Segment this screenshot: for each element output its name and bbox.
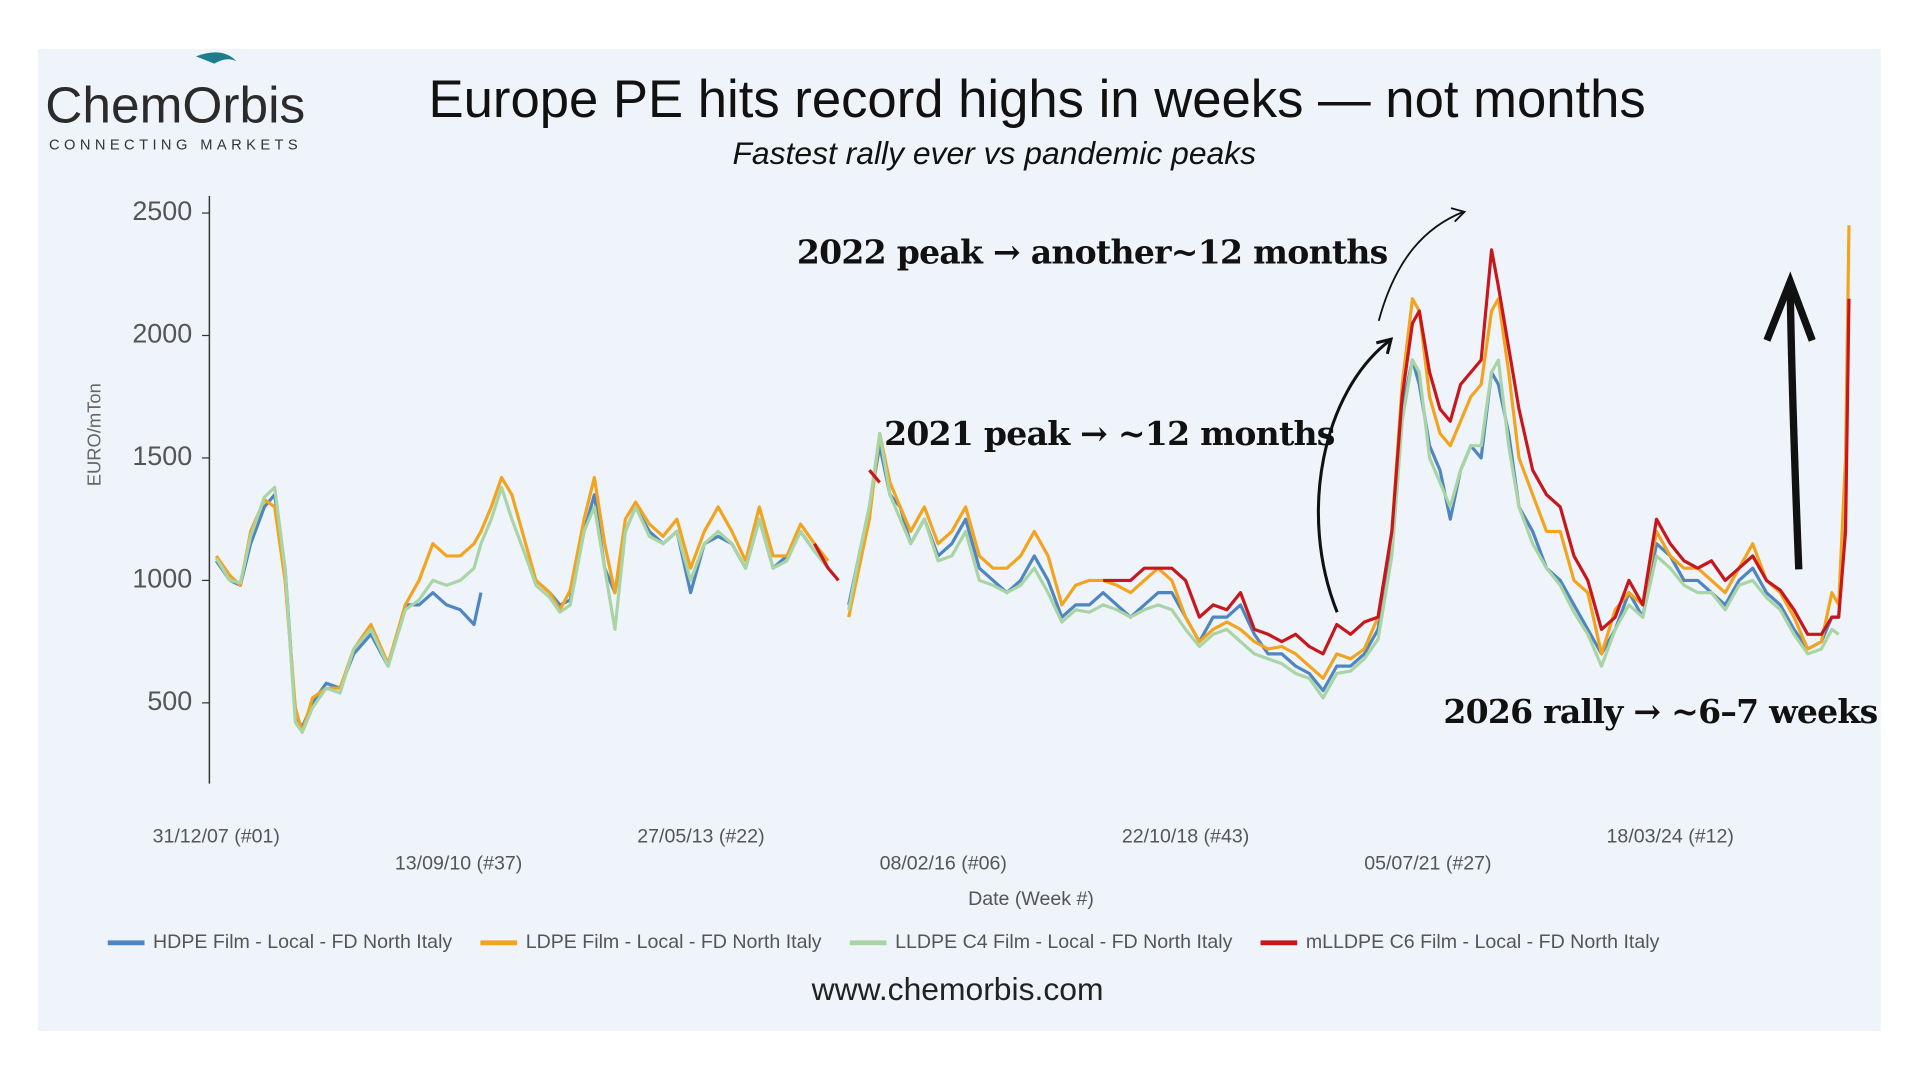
y-tick-label: 2500 [132,196,192,226]
legend-label: LLDPE C4 Film - Local - FD North Italy [895,931,1232,953]
logo-name: ChemOrbis [45,76,305,134]
arrow-2022-head [1450,207,1467,223]
y-tick-label: 500 [147,686,192,716]
x-tick-label: 08/02/16 (#06) [880,853,1007,875]
x-tick-label: 13/09/10 (#37) [395,853,522,875]
logo-swoosh [195,52,237,64]
y-tick-label: 1500 [132,441,192,471]
x-tick-label: 27/05/13 (#22) [637,826,764,848]
legend-label: HDPE Film - Local - FD North Italy [153,931,452,953]
annotation: 2021 peak → ~12 months [884,414,1335,453]
arrow-2026 [1786,287,1803,570]
annotation: 2026 rally → ~6–7 weeks [1443,692,1877,731]
chart-subtitle: Fastest rally ever vs pandemic peaks [732,135,1256,171]
series-line [813,248,1851,656]
logo-tagline: CONNECTING MARKETS [49,138,302,154]
y-axis-title: EURO/mTon [83,383,104,486]
series-line [214,358,1840,734]
x-tick-label: 18/03/24 (#12) [1607,826,1734,848]
x-tick-label: 22/10/18 (#43) [1122,826,1249,848]
y-tick-label: 1000 [132,564,192,594]
chart-title: Europe PE hits record highs in weeks — n… [429,70,1646,129]
arrow-2022 [1377,210,1464,322]
arrow-2021 [1316,339,1391,613]
footer-url: www.chemorbis.com [811,971,1104,1007]
legend-label: mLLDPE C6 Film - Local - FD North Italy [1306,931,1660,953]
x-tick-label: 05/07/21 (#27) [1364,853,1491,875]
annotation: 2022 peak → another~12 months [797,233,1388,272]
arrow-2021-head [1375,337,1394,355]
x-tick-label: 31/12/07 (#01) [153,826,280,848]
legend-label: LDPE Film - Local - FD North Italy [526,931,822,953]
x-axis-title: Date (Week #) [968,888,1094,910]
y-tick-label: 2000 [132,319,192,349]
arrow-2026-head [1763,271,1816,342]
